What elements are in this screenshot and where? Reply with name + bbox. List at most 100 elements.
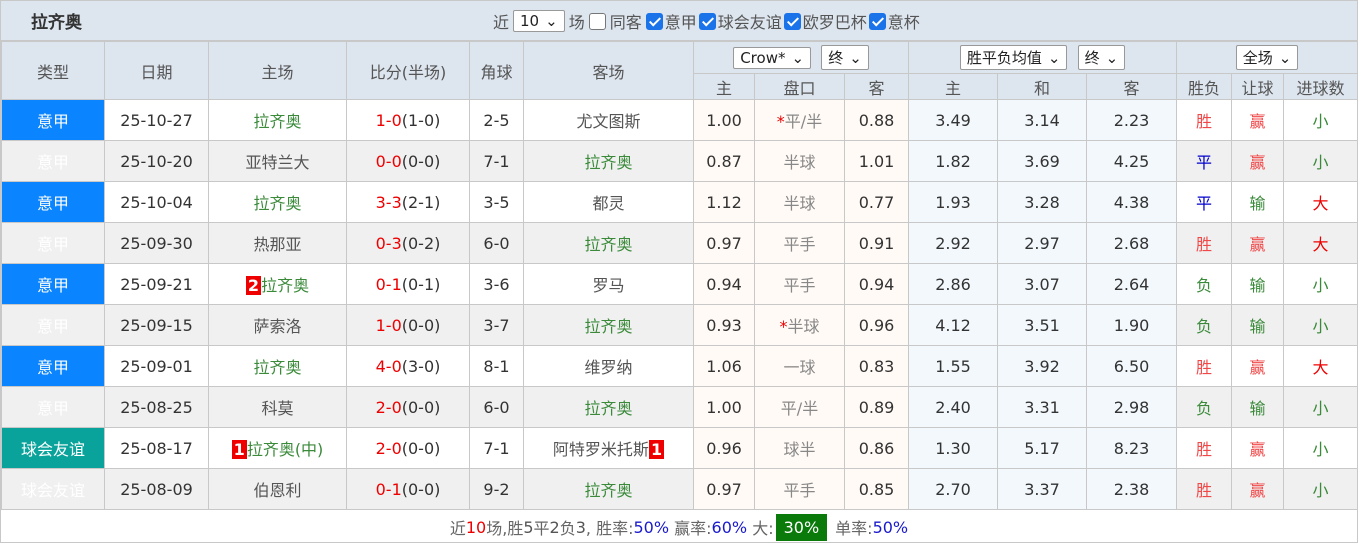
score-cell[interactable]: 2-0(0-0) xyxy=(346,386,470,428)
home-team-cell[interactable]: 科莫 xyxy=(208,386,347,428)
handicap-cell: 赢 xyxy=(1231,427,1285,469)
handicap-cell: 赢 xyxy=(1231,140,1285,182)
match-row[interactable]: 意甲 25-10-27 拉齐奥 1-0(1-0) 2-5 尤文图斯 1.00 *… xyxy=(1,99,1358,141)
away-team-cell[interactable]: 罗马 xyxy=(523,263,694,305)
score-cell[interactable]: 1-0(0-0) xyxy=(346,304,470,346)
ah-home-odds: 0.87 xyxy=(693,140,755,182)
ah-company-select[interactable]: Crow* ⌄ xyxy=(733,47,812,69)
ah-home-odds: 1.06 xyxy=(693,345,755,387)
away-team-cell[interactable]: 拉齐奥 xyxy=(523,304,694,346)
league-cell[interactable]: 意甲 xyxy=(1,99,105,141)
period-header: 全场 ⌄ xyxy=(1176,41,1358,74)
date-cell: 25-09-01 xyxy=(104,345,209,387)
match-row[interactable]: 意甲 25-08-25 科莫 2-0(0-0) 6-0 拉齐奥 1.00 平/半… xyxy=(1,386,1358,428)
away-team-cell[interactable]: 阿特罗米托斯 1 xyxy=(523,427,694,469)
score-cell[interactable]: 0-1(0-0) xyxy=(346,468,470,510)
full-score: 2-0 xyxy=(375,438,402,458)
league-checkbox[interactable] xyxy=(868,12,886,30)
result-cell: 平 xyxy=(1176,140,1233,182)
away-team-cell[interactable]: 拉齐奥 xyxy=(523,222,694,264)
league-cell[interactable]: 意甲 xyxy=(1,386,105,428)
away-team-cell[interactable]: 维罗纳 xyxy=(523,345,694,387)
match-row[interactable]: 意甲 25-10-04 拉齐奥 3-3(2-1) 3-5 都灵 1.12 半球 … xyxy=(1,181,1358,223)
score-cell[interactable]: 0-0(0-0) xyxy=(346,140,470,182)
league-cell[interactable]: 意甲 xyxy=(1,140,105,182)
league-checkbox[interactable] xyxy=(698,12,716,30)
away-team-cell[interactable]: 都灵 xyxy=(523,181,694,223)
summary-text: 近 xyxy=(449,519,466,538)
half-score: (1-0) xyxy=(401,110,441,130)
match-row[interactable]: 意甲 25-09-15 萨索洛 1-0(0-0) 3-7 拉齐奥 0.93 *半… xyxy=(1,304,1358,346)
ah-line: 半球 xyxy=(754,140,845,182)
corner-cell: 3-6 xyxy=(469,263,524,305)
match-count-select[interactable]: 10 ⌄ xyxy=(513,10,565,32)
match-row[interactable]: 球会友谊 25-08-09 伯恩利 0-1(0-0) 9-2 拉齐奥 0.97 … xyxy=(1,468,1358,510)
eu-home-odds: 1.82 xyxy=(908,140,999,182)
match-row[interactable]: 意甲 25-09-30 热那亚 0-3(0-2) 6-0 拉齐奥 0.97 平手… xyxy=(1,222,1358,264)
half-score: (0-0) xyxy=(401,397,441,417)
score-cell[interactable]: 0-1(0-1) xyxy=(346,263,470,305)
home-team-cell[interactable]: 伯恩利 xyxy=(208,468,347,510)
match-row[interactable]: 意甲 25-09-21 2 拉齐奥 0-1(0-1) 3-6 罗马 0.94 平手… xyxy=(1,263,1358,305)
score-cell[interactable]: 3-3(2-1) xyxy=(346,181,470,223)
away-team-cell[interactable]: 拉齐奥 xyxy=(523,140,694,182)
league-cell[interactable]: 意甲 xyxy=(1,181,105,223)
handicap-cell: 输 xyxy=(1231,181,1285,223)
half-score: (0-0) xyxy=(401,315,441,335)
col-goals: 进球数 xyxy=(1283,73,1358,100)
eu-draw-odds: 3.69 xyxy=(997,140,1088,182)
score-cell[interactable]: 2-0(0-0) xyxy=(346,427,470,469)
eu-home-odds: 1.55 xyxy=(908,345,999,387)
period-select[interactable]: 全场 ⌄ xyxy=(1235,45,1299,70)
league-cell[interactable]: 球会友谊 xyxy=(1,468,105,510)
home-team-cell[interactable]: 拉齐奥 xyxy=(208,99,347,141)
col-date: 日期 xyxy=(104,41,209,100)
league-cell[interactable]: 意甲 xyxy=(1,263,105,305)
half-score: (0-0) xyxy=(401,151,441,171)
summary-text: 大: xyxy=(747,519,774,538)
eu-draw-odds: 3.31 xyxy=(997,386,1088,428)
score-cell[interactable]: 0-3(0-2) xyxy=(346,222,470,264)
same-away-checkbox[interactable] xyxy=(588,12,606,30)
home-team-cell[interactable]: 萨索洛 xyxy=(208,304,347,346)
team-name: 尤文图斯 xyxy=(576,112,641,131)
home-team-cell[interactable]: 2 拉齐奥 xyxy=(208,263,347,305)
league-cell[interactable]: 意甲 xyxy=(1,304,105,346)
league-cell[interactable]: 意甲 xyxy=(1,345,105,387)
score-cell[interactable]: 1-0(1-0) xyxy=(346,99,470,141)
home-team-cell[interactable]: 热那亚 xyxy=(208,222,347,264)
date-cell: 25-08-09 xyxy=(104,468,209,510)
home-team-cell[interactable]: 拉齐奥 xyxy=(208,345,347,387)
eu-time-select[interactable]: 终 ⌄ xyxy=(1077,45,1126,70)
corner-cell: 6-0 xyxy=(469,222,524,264)
league-checkbox[interactable] xyxy=(645,12,663,30)
half-score: (0-0) xyxy=(401,479,441,499)
league-cell[interactable]: 球会友谊 xyxy=(1,427,105,469)
home-team-cell[interactable]: 亚特兰大 xyxy=(208,140,347,182)
half-score: (0-2) xyxy=(401,233,441,253)
match-row[interactable]: 意甲 25-09-01 拉齐奥 4-0(3-0) 8-1 维罗纳 1.06 一球… xyxy=(1,345,1358,387)
ah-away-odds: 0.86 xyxy=(843,427,910,469)
ah-line-value: 半球 xyxy=(787,317,820,336)
away-team-cell[interactable]: 拉齐奥 xyxy=(523,468,694,510)
eu-company-select[interactable]: 胜平负均值 ⌄ xyxy=(959,45,1068,70)
period-value: 全场 xyxy=(1242,49,1273,67)
ah-line-value: 半球 xyxy=(783,153,816,172)
home-team-cell[interactable]: 1 拉齐奥(中) xyxy=(208,427,347,469)
league-cell[interactable]: 意甲 xyxy=(1,222,105,264)
league-checkbox[interactable] xyxy=(783,12,801,30)
ah-line: 平手 xyxy=(754,263,845,305)
match-row[interactable]: 意甲 25-10-20 亚特兰大 0-0(0-0) 7-1 拉齐奥 0.87 半… xyxy=(1,140,1358,182)
goals-cell: 小 xyxy=(1283,386,1358,428)
away-team-cell[interactable]: 拉齐奥 xyxy=(523,386,694,428)
goals-cell: 小 xyxy=(1283,140,1358,182)
home-team-cell[interactable]: 拉齐奥 xyxy=(208,181,347,223)
col-corner: 角球 xyxy=(469,41,524,100)
match-row[interactable]: 球会友谊 25-08-17 1 拉齐奥(中) 2-0(0-0) 7-1 阿特罗米托… xyxy=(1,427,1358,469)
corner-cell: 7-1 xyxy=(469,140,524,182)
ah-time-select[interactable]: 终 ⌄ xyxy=(821,45,869,70)
goals-cell: 小 xyxy=(1283,99,1358,141)
away-team-cell[interactable]: 尤文图斯 xyxy=(523,99,694,141)
eu-company-value: 胜平负均值 xyxy=(966,49,1042,67)
score-cell[interactable]: 4-0(3-0) xyxy=(346,345,470,387)
